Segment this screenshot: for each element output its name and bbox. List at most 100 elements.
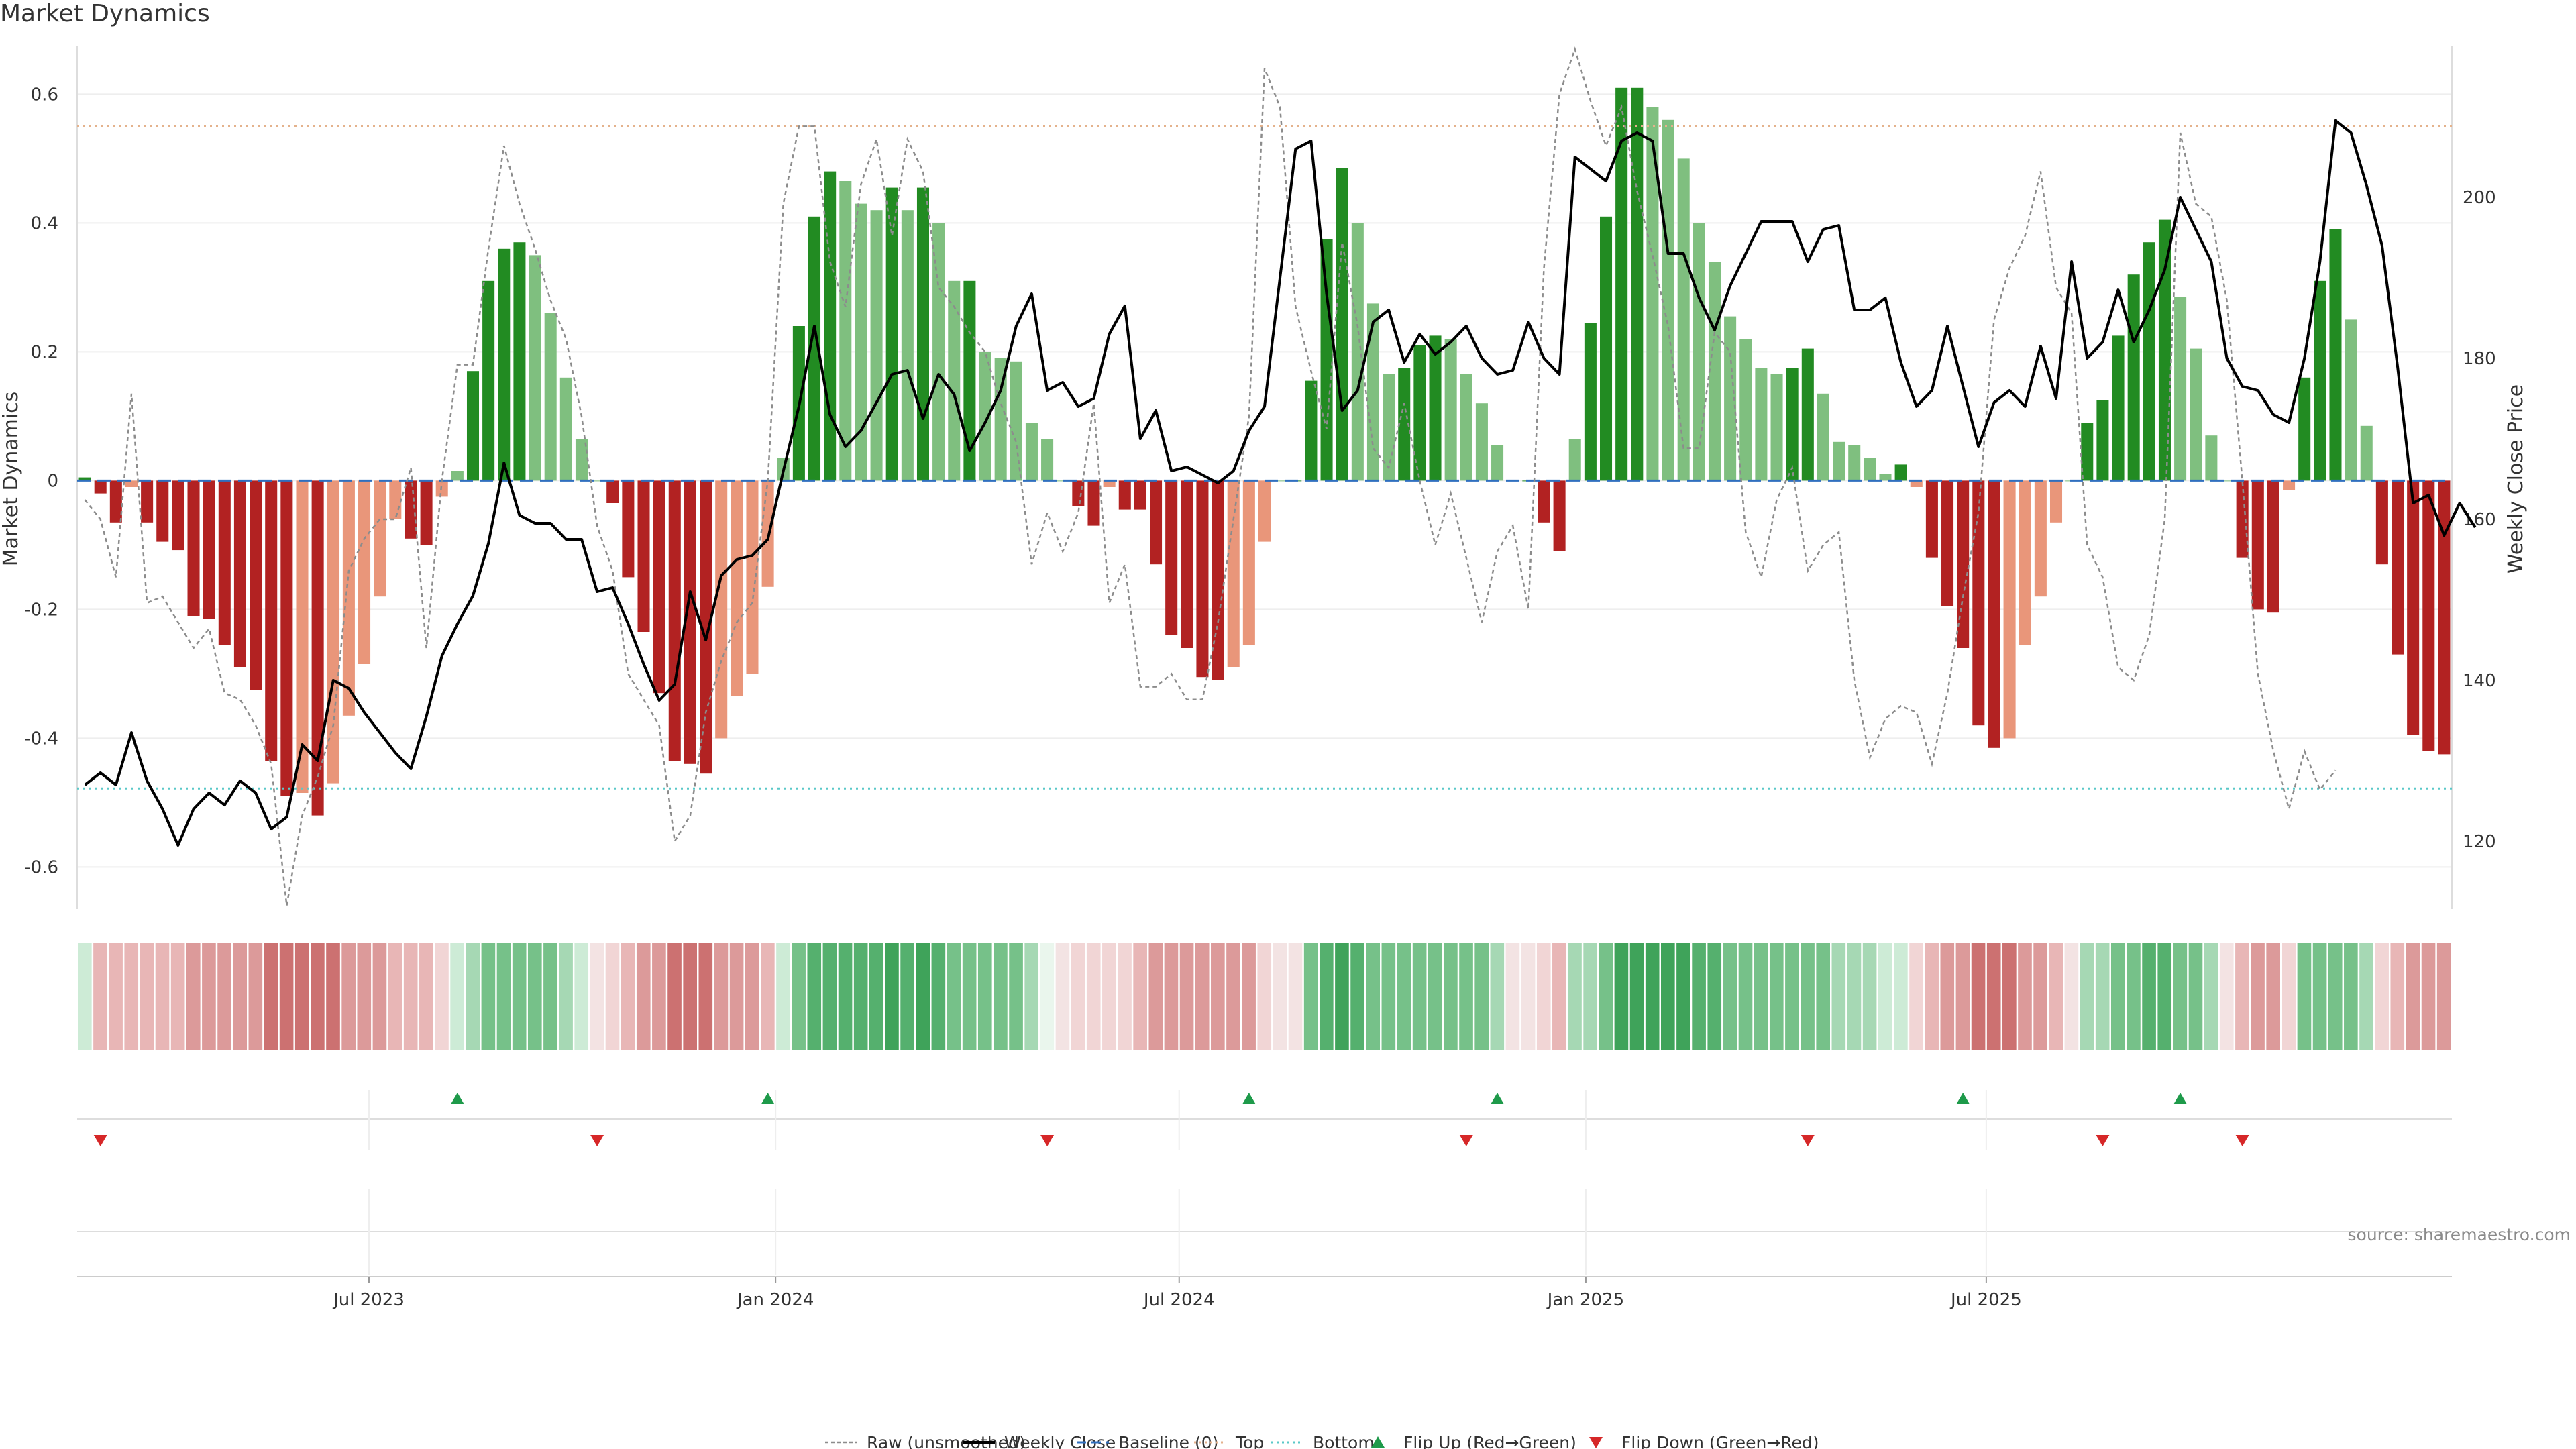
heatmap-cell bbox=[605, 943, 620, 1050]
bar bbox=[1134, 480, 1146, 510]
legend-item: Top bbox=[1194, 1433, 1264, 1449]
heatmap-cell bbox=[294, 943, 309, 1050]
bar bbox=[1491, 445, 1504, 481]
bar bbox=[2236, 480, 2249, 558]
bar bbox=[2158, 219, 2171, 481]
legend-item: Raw (unsmoothed) bbox=[825, 1433, 1026, 1449]
bar bbox=[2298, 377, 2311, 481]
x-tick-label: Jan 2025 bbox=[1546, 1290, 1625, 1310]
heatmap-cell bbox=[326, 943, 340, 1050]
heatmap-cell bbox=[745, 943, 759, 1050]
heatmap-cell bbox=[124, 943, 139, 1050]
heatmap-cell bbox=[1133, 943, 1147, 1050]
bar bbox=[1336, 168, 1348, 481]
heatmap-cell bbox=[2095, 943, 2110, 1050]
bar bbox=[218, 480, 231, 645]
page-title: Market Dynamics bbox=[0, 0, 210, 28]
bar bbox=[1599, 216, 1613, 481]
heatmap-cell bbox=[683, 943, 697, 1050]
heatmap-cell bbox=[2359, 943, 2373, 1050]
heatmap-cell bbox=[1754, 943, 1768, 1050]
legend-item: Weekly Close bbox=[963, 1433, 1116, 1449]
weekly-close-line bbox=[84, 119, 2477, 847]
bar bbox=[1025, 423, 1038, 481]
heatmap-cell bbox=[1521, 943, 1536, 1050]
heatmap-cell bbox=[1661, 943, 1675, 1050]
heatmap-cell bbox=[1009, 943, 1023, 1050]
heatmap-cell bbox=[2033, 943, 2047, 1050]
heatmap-cell bbox=[1878, 943, 1892, 1050]
bar bbox=[2174, 297, 2187, 481]
heatmap-cell bbox=[977, 943, 992, 1050]
bar bbox=[1351, 223, 1364, 481]
flip-down-marker bbox=[2235, 1135, 2249, 1146]
y2-tick-label: 120 bbox=[2463, 832, 2496, 852]
heatmap-cell bbox=[994, 943, 1008, 1050]
heatmap-cell bbox=[1894, 943, 1908, 1050]
bar bbox=[1366, 303, 1379, 481]
heatmap-cell bbox=[2282, 943, 2296, 1050]
bar bbox=[466, 371, 480, 481]
heatmap-cell bbox=[698, 943, 713, 1050]
bar bbox=[420, 480, 433, 545]
heatmap-cell bbox=[2421, 943, 2436, 1050]
bar bbox=[311, 480, 324, 816]
heatmap-cell bbox=[1583, 943, 1597, 1050]
bar bbox=[1320, 239, 1333, 481]
heatmap-cell bbox=[869, 943, 883, 1050]
heatmap-cell bbox=[838, 943, 853, 1050]
bar bbox=[1724, 316, 1737, 481]
heatmap-cell bbox=[1397, 943, 1411, 1050]
heatmap-cell bbox=[1242, 943, 1256, 1050]
bar bbox=[839, 181, 852, 481]
bar bbox=[591, 480, 604, 482]
heatmap-cell bbox=[2266, 943, 2280, 1050]
bar bbox=[358, 480, 371, 664]
bar bbox=[622, 480, 635, 578]
bar bbox=[715, 480, 728, 739]
heatmap-cell bbox=[1350, 943, 1364, 1050]
heatmap-cell bbox=[667, 943, 682, 1050]
x-tick-label: Jul 2023 bbox=[332, 1290, 405, 1310]
heatmap-cell bbox=[2188, 943, 2203, 1050]
bar bbox=[1087, 480, 1100, 526]
y-tick-label: -0.6 bbox=[24, 857, 58, 877]
bar bbox=[1584, 323, 1597, 481]
legend-item: Bottom bbox=[1271, 1433, 1375, 1449]
bar bbox=[1118, 480, 1131, 510]
heatmap-cell bbox=[1909, 943, 1923, 1050]
heatmap-cell bbox=[1614, 943, 1629, 1050]
heatmap-cell bbox=[2312, 943, 2327, 1050]
bar bbox=[1150, 480, 1163, 565]
bar bbox=[1879, 474, 1892, 481]
bar bbox=[125, 480, 138, 487]
bar bbox=[1925, 480, 1938, 558]
bar bbox=[1615, 87, 1628, 481]
bar bbox=[1568, 439, 1581, 481]
heatmap-cell bbox=[1862, 943, 1877, 1050]
bar bbox=[885, 187, 898, 481]
heatmap-cell bbox=[217, 943, 231, 1050]
legend-item: Baseline (0) bbox=[1077, 1433, 1218, 1449]
bar bbox=[327, 480, 339, 784]
bar bbox=[2251, 480, 2264, 610]
bar bbox=[1755, 368, 1768, 481]
heatmap-cell bbox=[636, 943, 651, 1050]
heatmap-cell bbox=[1474, 943, 1489, 1050]
heatmap-cell bbox=[1505, 943, 1520, 1050]
bar bbox=[2205, 435, 2218, 481]
legend-label: Weekly Close bbox=[1004, 1433, 1116, 1449]
bar bbox=[405, 480, 417, 539]
heatmap-cell bbox=[1303, 943, 1318, 1050]
bar bbox=[948, 280, 961, 481]
bar bbox=[280, 480, 293, 796]
bar bbox=[1057, 480, 1069, 482]
bar bbox=[1242, 480, 1255, 645]
flip-down-marker bbox=[1459, 1135, 1473, 1146]
heatmap-cell bbox=[1335, 943, 1349, 1050]
bar bbox=[2112, 335, 2125, 481]
bar bbox=[156, 480, 169, 542]
heatmap-cell bbox=[1319, 943, 1334, 1050]
heatmap-cell bbox=[233, 943, 248, 1050]
heatmap-cell bbox=[2110, 943, 2125, 1050]
